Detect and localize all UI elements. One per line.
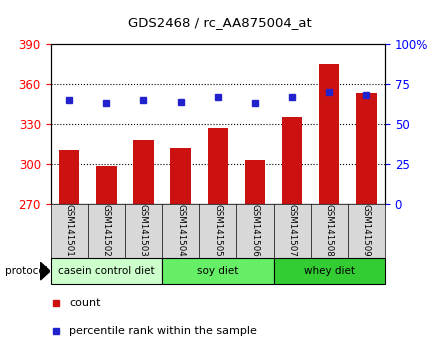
Bar xyxy=(245,160,265,204)
Text: casein control diet: casein control diet xyxy=(58,266,154,276)
FancyBboxPatch shape xyxy=(274,258,385,284)
Text: GSM141501: GSM141501 xyxy=(65,204,73,256)
Text: GDS2468 / rc_AA875004_at: GDS2468 / rc_AA875004_at xyxy=(128,16,312,29)
Text: soy diet: soy diet xyxy=(197,266,238,276)
Text: whey diet: whey diet xyxy=(304,266,355,276)
FancyBboxPatch shape xyxy=(51,258,162,284)
FancyBboxPatch shape xyxy=(162,258,274,284)
Text: GSM141508: GSM141508 xyxy=(325,204,334,256)
Text: GSM141505: GSM141505 xyxy=(213,204,222,256)
Polygon shape xyxy=(40,262,50,280)
Text: GSM141507: GSM141507 xyxy=(288,204,297,256)
Bar xyxy=(133,140,154,204)
Bar xyxy=(59,150,79,204)
Bar xyxy=(96,166,117,204)
Text: percentile rank within the sample: percentile rank within the sample xyxy=(69,326,257,336)
Bar xyxy=(319,64,340,204)
Text: protocol: protocol xyxy=(5,266,48,276)
Text: GSM141506: GSM141506 xyxy=(250,204,260,256)
Bar xyxy=(170,148,191,204)
Text: GSM141509: GSM141509 xyxy=(362,204,371,256)
Bar xyxy=(208,128,228,204)
Bar xyxy=(356,93,377,204)
Text: GSM141504: GSM141504 xyxy=(176,204,185,256)
Bar xyxy=(282,117,302,204)
Text: GSM141503: GSM141503 xyxy=(139,204,148,256)
Text: count: count xyxy=(69,297,100,308)
Text: GSM141502: GSM141502 xyxy=(102,204,111,256)
